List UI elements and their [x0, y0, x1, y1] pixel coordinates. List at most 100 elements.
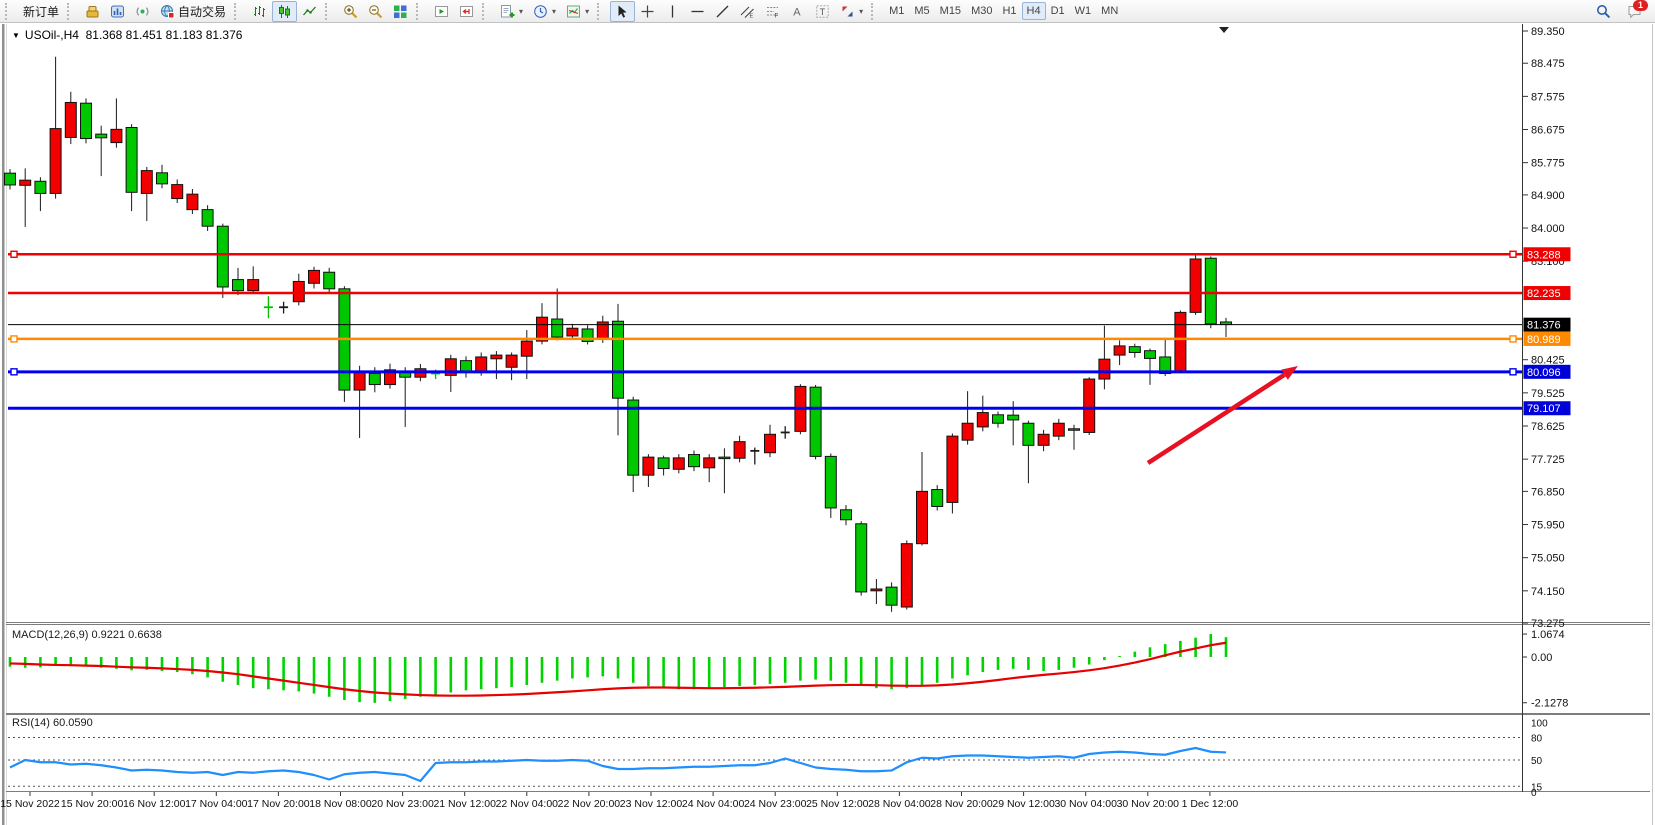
text-tool-button[interactable]: A: [785, 1, 810, 22]
zoom-in-button[interactable]: [338, 1, 363, 22]
toolbar-right-group: 1: [1591, 0, 1648, 22]
macd-tick-label: -2.1278: [1531, 698, 1568, 710]
periodicity-button[interactable]: ▾: [528, 1, 561, 22]
chat-button[interactable]: 1: [1622, 0, 1648, 22]
tf-m15-button[interactable]: M15: [935, 2, 966, 20]
vertical-line-tool-button[interactable]: [660, 1, 685, 22]
price-tick-label: 78.625: [1531, 421, 1565, 433]
price-badge: 80.989: [1523, 331, 1571, 346]
collapse-caret-icon[interactable]: ▼: [12, 31, 20, 40]
chart-shift-button[interactable]: [454, 1, 479, 22]
tf-mn-label: MN: [1101, 5, 1119, 17]
svg-text:82.235: 82.235: [1527, 288, 1561, 300]
candle: [110, 98, 123, 148]
candle: [976, 395, 989, 432]
market-watch-button[interactable]: [105, 1, 130, 22]
arrows-tool-button[interactable]: ▾: [835, 1, 868, 22]
svg-text:79.107: 79.107: [1527, 403, 1561, 415]
bar-chart-mode-button[interactable]: [247, 1, 272, 22]
tf-h1-button[interactable]: H1: [997, 2, 1021, 20]
new-chart-button[interactable]: ▾: [495, 1, 528, 22]
candle: [338, 286, 351, 402]
price-tick-label: 86.675: [1531, 125, 1565, 137]
chart-properties-button[interactable]: ▾: [561, 1, 594, 22]
time-tick-label: 30 Nov 20:00: [1117, 798, 1180, 810]
tf-w1-button[interactable]: W1: [1070, 2, 1097, 20]
tf-mn-button[interactable]: MN: [1096, 2, 1123, 20]
candle: [1068, 424, 1080, 450]
equidistant-channel-tool-button[interactable]: E: [735, 1, 760, 22]
candle: [232, 267, 244, 296]
tf-m30-label: M30: [971, 5, 993, 17]
horizontal-line-object[interactable]: [8, 250, 1522, 258]
text-label-tool-button[interactable]: T: [810, 1, 835, 22]
zoom-out-button[interactable]: [363, 1, 388, 22]
candlestick-mode-button[interactable]: [272, 0, 298, 22]
horizontal-line-tool-button[interactable]: [685, 1, 710, 22]
candle: [4, 169, 16, 190]
rsi-tick-label: 50: [1531, 756, 1543, 767]
price-badge: 80.096: [1523, 364, 1571, 379]
tf-m1-button[interactable]: M1: [884, 2, 909, 20]
tf-m30-button[interactable]: M30: [966, 2, 997, 20]
candle: [186, 189, 199, 215]
toolbar: 新订单 自动交易 ▾ ▾ ▾ E F A T ▾ M1 M5 M15 M30 H1 H4 D1 W1 MN 1: [0, 0, 1655, 23]
crosshair-button[interactable]: [635, 1, 660, 22]
time-tick-label: 30 Nov 04:00: [1054, 798, 1117, 810]
candle: [460, 356, 472, 378]
trend-arrow-object[interactable]: [1146, 366, 1298, 465]
candle: [992, 411, 1004, 428]
cursor-button[interactable]: [610, 0, 636, 22]
horizontal-line-object[interactable]: [8, 335, 1522, 343]
linechart-icon: [302, 4, 317, 19]
trendline-tool-button[interactable]: [710, 1, 735, 22]
tf-h1-label: H1: [1002, 5, 1017, 17]
candle: [855, 521, 868, 596]
candle: [1083, 377, 1096, 436]
svg-text:A: A: [793, 6, 801, 18]
time-tick-label: 17 Nov 04:00: [185, 798, 248, 810]
candle: [750, 447, 760, 465]
svg-text:F: F: [775, 13, 779, 19]
candle: [566, 323, 579, 341]
toolbar-separator: [234, 2, 243, 20]
dropdown-caret-icon[interactable]: ▾: [519, 6, 524, 16]
price-tick-label: 76.850: [1531, 486, 1565, 498]
crosshair-icon: [640, 4, 655, 19]
candle: [885, 582, 898, 612]
new-order-button[interactable]: 新订单: [18, 0, 64, 23]
chart-shift-marker[interactable]: [1219, 27, 1229, 33]
time-tick-label: 29 Nov 12:00: [992, 798, 1055, 810]
price-tick-label: 80.425: [1531, 355, 1565, 367]
price-tick-label: 73.275: [1531, 618, 1565, 630]
notification-badge: 1: [1633, 0, 1648, 11]
svg-text:E: E: [750, 13, 754, 19]
search-button[interactable]: [1591, 1, 1616, 22]
tf-h4-button[interactable]: H4: [1021, 2, 1046, 20]
price-tick-label: 84.900: [1531, 190, 1565, 202]
time-tick-label: 20 Nov 23:00: [371, 798, 434, 810]
tile-windows-button[interactable]: [388, 1, 413, 22]
candle: [323, 267, 336, 293]
candle: [263, 296, 273, 319]
tf-m1-label: M1: [889, 5, 905, 17]
dropdown-caret-icon[interactable]: ▾: [859, 6, 864, 16]
dropdown-caret-icon[interactable]: ▾: [585, 6, 590, 16]
textA-icon: A: [790, 4, 805, 19]
svg-text:83.288: 83.288: [1527, 249, 1561, 261]
auto-trading-button[interactable]: 自动交易: [155, 0, 231, 23]
line-chart-mode-button[interactable]: [297, 1, 322, 22]
candle: [642, 454, 655, 487]
auto-scroll-button[interactable]: [429, 1, 454, 22]
candle: [824, 453, 837, 518]
candle: [581, 325, 594, 345]
tf-d1-button[interactable]: D1: [1046, 2, 1070, 20]
fibonacci-tool-button[interactable]: F: [760, 1, 785, 22]
rsi-indicator-label: RSI(14) 60.0590: [12, 717, 93, 729]
tf-m5-button[interactable]: M5: [909, 2, 934, 20]
horizontal-line-object[interactable]: [8, 368, 1522, 376]
signals-button[interactable]: [130, 1, 155, 22]
trade-history-button[interactable]: [80, 1, 105, 22]
dropdown-caret-icon[interactable]: ▾: [552, 6, 557, 16]
